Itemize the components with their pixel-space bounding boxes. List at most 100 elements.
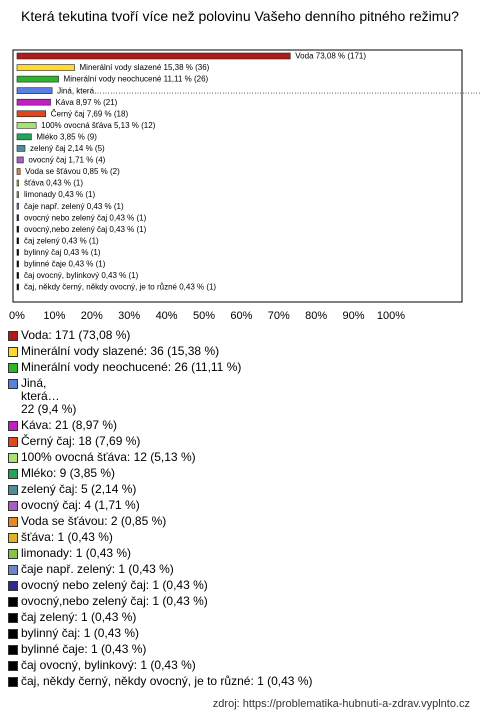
chart: 0% 10% 20% 30% 40% 50% 60% 70% 80% 90% 100% Voda 73… bbox=[9, 49, 480, 322]
legend-swatch bbox=[8, 363, 18, 373]
bar bbox=[16, 202, 19, 210]
legend-entry: čaje např. zelený: 1 (0,43 %) bbox=[6, 563, 480, 576]
legend-label: ovocný čaj: 4 (1,71 %) bbox=[21, 498, 140, 512]
legend-label: čaj zelený: 1 (0,43 %) bbox=[21, 610, 137, 624]
value-label: Černý čaj 7,69 % (18) bbox=[51, 109, 129, 118]
value-label: ovocný,nebo zelený čaj 0,43 % (1) bbox=[24, 225, 147, 234]
legend-entry: limonady: 1 (0,43 %) bbox=[6, 547, 480, 560]
legend-entry: šťáva: 1 (0,43 %) bbox=[6, 531, 480, 544]
legend-label: Minerální vody neochucené: 26 (11,11 %) bbox=[21, 360, 242, 374]
legend-entry: 100% ovocná šťáva: 12 (5,13 %) bbox=[6, 451, 480, 464]
x-tick-label: 70% bbox=[268, 310, 290, 322]
x-tick-label: 30% bbox=[118, 310, 140, 322]
value-label: Voda se šťávou 0,85 % (2) bbox=[25, 167, 120, 176]
value-label: čaj ovocný, bylinkový 0,43 % (1) bbox=[24, 271, 139, 280]
legend-label: čaje např. zelený: 1 (0,43 %) bbox=[21, 562, 174, 576]
legend-label: ovocný,nebo zelený čaj: 1 (0,43 %) bbox=[21, 594, 208, 608]
legend-entry: čaj zelený: 1 (0,43 %) bbox=[6, 611, 480, 624]
value-label: šťáva 0,43 % (1) bbox=[24, 179, 83, 188]
legend-entry: Mléko: 9 (3,85 %) bbox=[6, 467, 480, 480]
legend-label: 100% ovocná šťáva: 12 (5,13 %) bbox=[21, 450, 196, 464]
legend-swatch bbox=[8, 517, 18, 527]
bar bbox=[16, 75, 59, 83]
bar bbox=[16, 191, 19, 198]
value-label: Mléko 3,85 % (9) bbox=[36, 132, 97, 141]
value-label: Voda 73,08 % (171) bbox=[295, 52, 366, 61]
x-tick-label: 40% bbox=[156, 310, 178, 322]
plot-frame bbox=[12, 49, 463, 303]
legend-label: Mléko: 9 (3,85 %) bbox=[21, 466, 116, 480]
legend-label: bylinný čaj: 1 (0,43 %) bbox=[21, 626, 140, 640]
value-label: zelený čaj 2,14 % (5) bbox=[30, 144, 105, 153]
bar bbox=[16, 214, 19, 221]
bar bbox=[16, 225, 19, 233]
bar bbox=[16, 272, 19, 279]
legend-swatch bbox=[8, 485, 18, 495]
legend-entry: čaj, někdy černý, někdy ovocný, je to rů… bbox=[6, 675, 480, 688]
legend-entry: Černý čaj: 18 (7,69 %) bbox=[6, 435, 480, 448]
chart-title: Která tekutina tvoří více než polovinu V… bbox=[21, 8, 459, 24]
legend-swatch bbox=[8, 613, 18, 623]
legend-label: Černý čaj: 18 (7,69 %) bbox=[21, 434, 141, 448]
legend-label: Káva: 21 (8,97 %) bbox=[21, 418, 118, 432]
value-label: ovocný nebo zelený čaj 0,43 % (1) bbox=[24, 213, 147, 222]
legend-label: ovocný nebo zelený čaj: 1 (0,43 %) bbox=[21, 578, 208, 592]
bar bbox=[16, 249, 19, 256]
legend-swatch bbox=[8, 661, 18, 671]
x-tick-label: 90% bbox=[343, 310, 365, 322]
legend-entry: zelený čaj: 5 (2,14 %) bbox=[6, 483, 480, 496]
bar bbox=[16, 52, 291, 60]
bar bbox=[16, 110, 47, 118]
legend-swatch bbox=[8, 331, 18, 341]
legend-entry: Minerální vody neochucené: 26 (11,11 %) bbox=[6, 361, 480, 374]
legend-entry: bylinné čaje: 1 (0,43 %) bbox=[6, 643, 480, 656]
legend-swatch bbox=[8, 629, 18, 639]
legend-label: Voda se šťávou: 2 (0,85 %) bbox=[21, 514, 167, 528]
value-label: bylinné čaje 0,43 % (1) bbox=[24, 260, 106, 269]
bar bbox=[16, 179, 19, 187]
bar bbox=[16, 237, 19, 245]
legend-label: Jiná, která… 22 (9,4 %) bbox=[21, 376, 77, 416]
legend-swatch bbox=[8, 533, 18, 543]
legend-label: bylinné čaje: 1 (0,43 %) bbox=[21, 642, 147, 656]
legend-swatch bbox=[8, 347, 18, 357]
legend-swatch bbox=[8, 469, 18, 479]
source: zdroj: https://problematika-hubnuti-a-zd… bbox=[212, 698, 470, 710]
legend-label: čaj, někdy černý, někdy ovocný, je to rů… bbox=[21, 674, 313, 688]
legend-swatch bbox=[8, 597, 18, 607]
legend-swatch bbox=[8, 677, 18, 687]
bar bbox=[16, 98, 51, 106]
legend-swatch bbox=[8, 437, 18, 447]
x-tick-label: 100% bbox=[377, 310, 405, 322]
value-label: limonady 0,43 % (1) bbox=[24, 190, 95, 199]
legend-swatch bbox=[8, 421, 18, 431]
x-tick-label: 10% bbox=[43, 310, 65, 322]
legend-entry: ovocný,nebo zelený čaj: 1 (0,43 %) bbox=[6, 595, 480, 608]
legend-entry: Voda se šťávou: 2 (0,85 %) bbox=[6, 515, 480, 528]
value-label: Minerální vody neochucené 11,11 % (26) bbox=[64, 75, 209, 84]
bar bbox=[16, 122, 37, 129]
x-tick-label: 50% bbox=[193, 310, 215, 322]
x-tick-label: 20% bbox=[81, 310, 103, 322]
bar bbox=[16, 87, 53, 94]
bar bbox=[16, 283, 19, 291]
bar bbox=[16, 156, 24, 164]
legend-entry: Minerální vody slazené: 36 (15,38 %) bbox=[6, 345, 480, 358]
bar bbox=[16, 260, 19, 268]
bar bbox=[16, 145, 26, 152]
bar bbox=[16, 64, 75, 71]
value-label: ovocný čaj 1,71 % (4) bbox=[28, 156, 105, 165]
legend-label: limonady: 1 (0,43 %) bbox=[21, 546, 132, 560]
x-tick-label: 60% bbox=[230, 310, 252, 322]
value-label: čaje např. zelený 0,43 % (1) bbox=[24, 202, 124, 211]
legend-entry: ovocný čaj: 4 (1,71 %) bbox=[6, 499, 480, 512]
legend-swatch bbox=[8, 565, 18, 575]
legend-swatch bbox=[8, 453, 18, 463]
legend-entry: ovocný nebo zelený čaj: 1 (0,43 %) bbox=[6, 579, 480, 592]
value-label: 100% ovocná šťáva 5,13 % (12) bbox=[41, 121, 156, 130]
value-label: Minerální vody slazené 15,38 % (36) bbox=[80, 63, 210, 72]
legend-entry: Voda: 171 (73,08 %) bbox=[6, 329, 480, 342]
legend-label: Voda: 171 (73,08 %) bbox=[21, 328, 131, 342]
legend-swatch bbox=[8, 581, 18, 591]
